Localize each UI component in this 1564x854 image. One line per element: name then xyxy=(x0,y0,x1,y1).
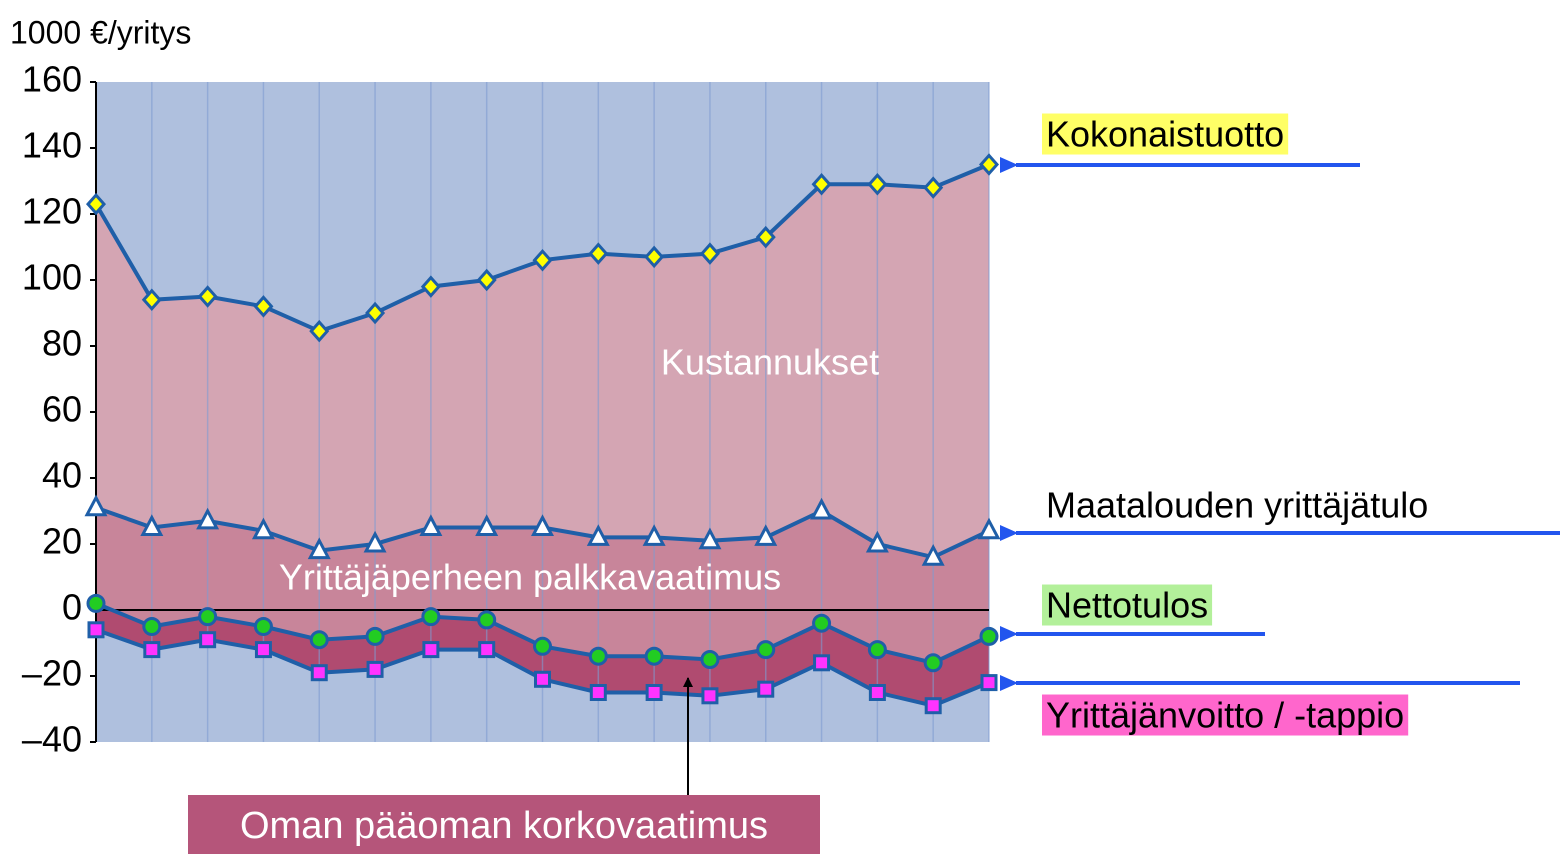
marker xyxy=(478,641,496,659)
label-highlight xyxy=(1042,113,1289,155)
marker xyxy=(588,242,609,265)
marker xyxy=(475,514,499,536)
series-label: Maatalouden yrittäjätulo xyxy=(1046,485,1428,526)
area-label: Yrittäjäperheen palkkavaatimus xyxy=(279,557,781,598)
y-tick-label: 60 xyxy=(42,389,82,430)
marker xyxy=(309,319,330,343)
marker xyxy=(701,687,719,705)
marker xyxy=(143,641,161,659)
marker xyxy=(534,670,551,688)
y-tick-label: 20 xyxy=(42,521,82,562)
marker xyxy=(811,173,832,196)
marker xyxy=(363,530,387,553)
marker xyxy=(865,530,889,553)
marker xyxy=(754,524,778,546)
marker xyxy=(253,617,273,636)
y-tick-label: 120 xyxy=(22,191,82,232)
marker xyxy=(755,225,776,249)
marker xyxy=(140,514,164,536)
marker xyxy=(868,684,886,701)
marker xyxy=(978,153,1000,176)
marker xyxy=(87,621,105,639)
marker xyxy=(419,514,443,536)
marker xyxy=(645,684,663,701)
marker xyxy=(533,636,552,656)
y-axis-label: 1000 €/yritys xyxy=(10,14,191,50)
marker xyxy=(86,593,106,613)
marker xyxy=(588,646,608,666)
marker xyxy=(867,640,887,660)
marker xyxy=(644,245,665,269)
marker xyxy=(422,641,440,659)
marker xyxy=(980,674,998,692)
y-tick-label: 100 xyxy=(22,257,82,298)
marker xyxy=(867,173,888,196)
marker xyxy=(85,192,107,216)
marker xyxy=(700,650,720,669)
marker xyxy=(813,654,831,672)
marker xyxy=(477,610,497,630)
marker xyxy=(476,268,497,292)
series-label: Yrittäjänvoitto / -tappio xyxy=(1046,695,1404,736)
y-tick-label: 160 xyxy=(22,59,82,100)
marker xyxy=(532,248,553,272)
marker xyxy=(923,176,944,199)
marker xyxy=(642,524,666,546)
series-label: Kokonaistuotto xyxy=(1046,114,1284,155)
marker xyxy=(756,640,776,660)
marker xyxy=(310,664,328,682)
marker xyxy=(84,494,108,517)
marker xyxy=(254,641,272,659)
y-tick-label: 40 xyxy=(42,455,82,496)
marker xyxy=(586,524,610,546)
marker xyxy=(924,697,942,715)
y-tick-label: 80 xyxy=(42,323,82,364)
marker xyxy=(307,537,331,560)
marker xyxy=(589,684,607,701)
y-tick-label: –20 xyxy=(22,653,82,694)
marker xyxy=(196,507,220,530)
marker xyxy=(365,301,386,325)
y-tick-label: 0 xyxy=(62,587,82,628)
marker xyxy=(421,607,441,627)
marker xyxy=(923,653,943,673)
marker xyxy=(757,680,775,698)
marker xyxy=(812,613,832,633)
marker xyxy=(198,607,218,627)
marker xyxy=(644,646,664,666)
marker xyxy=(142,617,162,636)
series-label: Nettotulos xyxy=(1046,585,1208,626)
marker xyxy=(699,242,720,265)
marker xyxy=(531,514,554,536)
marker xyxy=(979,626,999,646)
marker xyxy=(365,626,385,646)
marker xyxy=(366,660,384,678)
marker xyxy=(977,517,1001,540)
marker xyxy=(420,275,441,298)
label-highlight xyxy=(1042,584,1213,626)
label-highlight xyxy=(1042,694,1409,736)
marker xyxy=(810,497,834,520)
callout-box xyxy=(188,795,820,854)
area-label: Kustannukset xyxy=(661,342,879,383)
marker xyxy=(698,527,722,550)
marker xyxy=(199,631,217,649)
y-tick-label: 140 xyxy=(22,125,82,166)
marker xyxy=(251,517,275,540)
y-tick-label: –40 xyxy=(22,719,82,760)
marker xyxy=(197,285,218,308)
marker xyxy=(309,630,329,650)
callout-label: Oman pääoman korkovaatimus xyxy=(240,805,768,847)
marker xyxy=(921,543,945,566)
marker xyxy=(253,295,274,318)
marker xyxy=(141,288,162,312)
